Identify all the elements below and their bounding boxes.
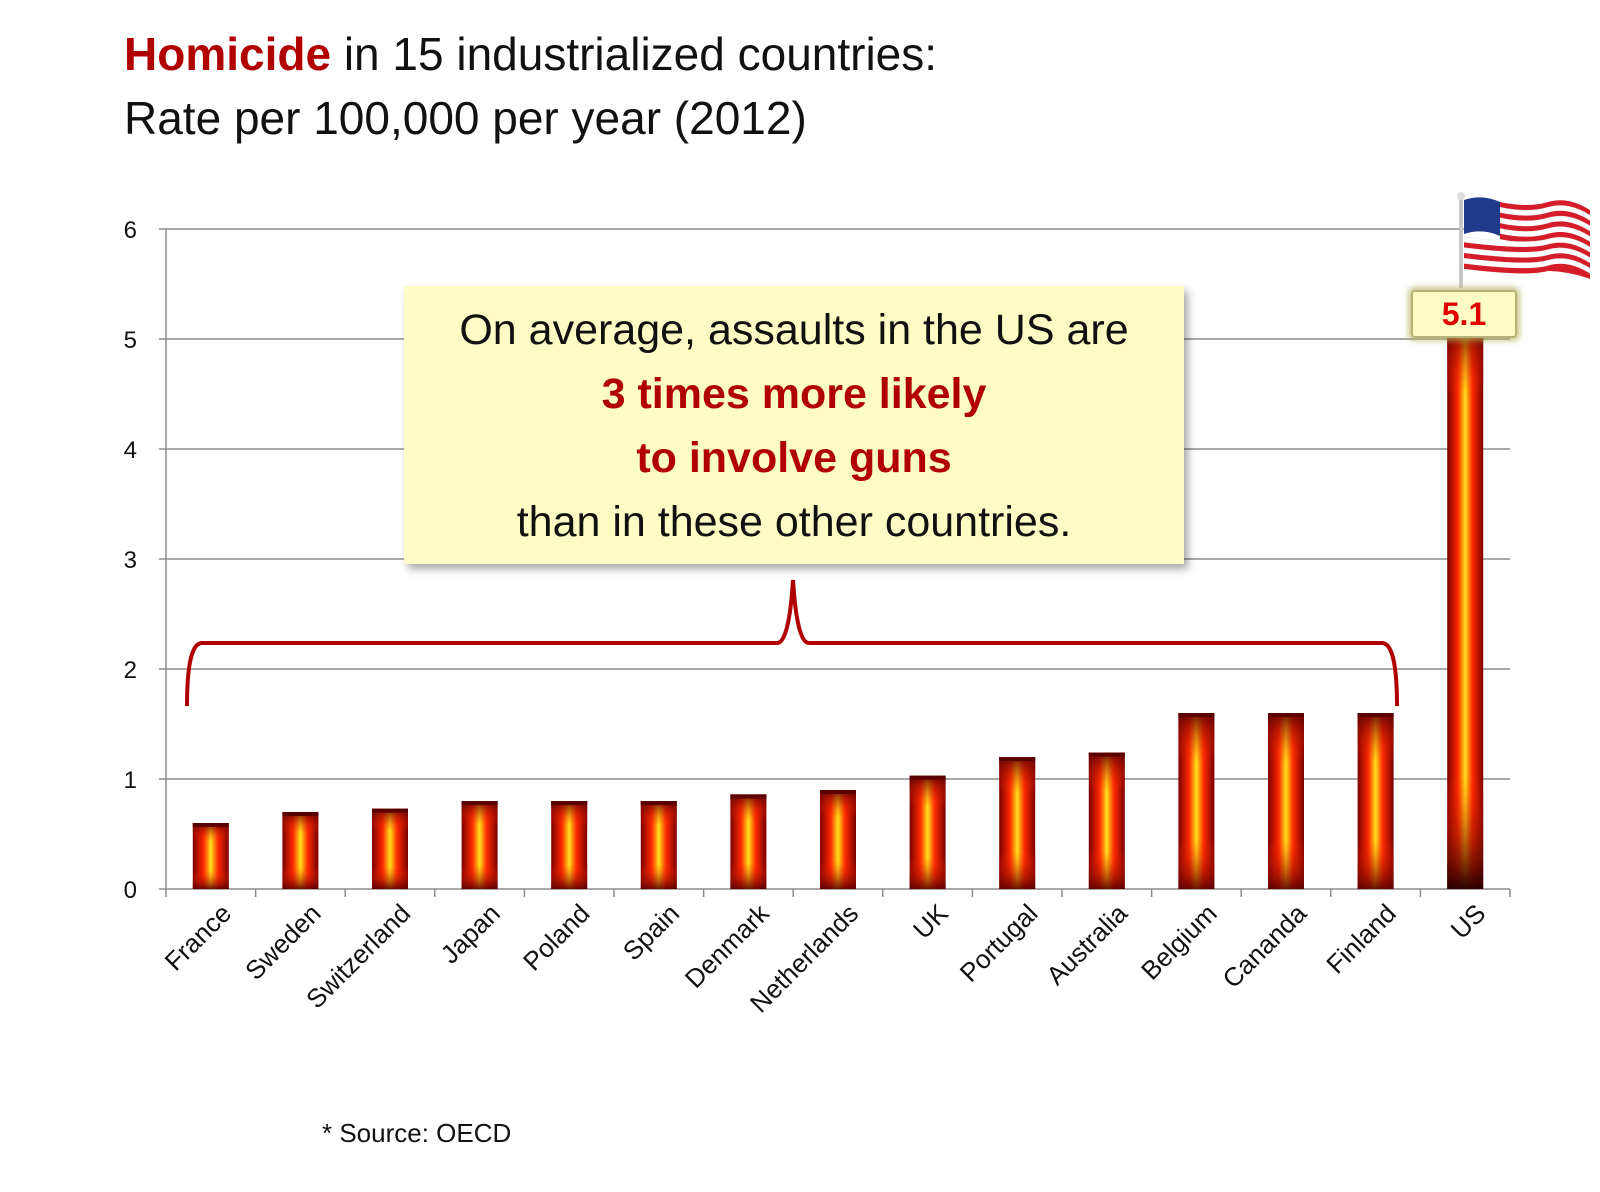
chart-title: Homicide in 15 industrialized countries:… bbox=[124, 22, 937, 150]
bar-sweden bbox=[282, 812, 319, 889]
x-tick-label: Sweden bbox=[239, 898, 327, 986]
bar-spain bbox=[640, 801, 677, 889]
bar-cap bbox=[282, 812, 319, 816]
bar-shade bbox=[1447, 328, 1484, 889]
y-tick-label: 5 bbox=[124, 327, 137, 354]
bar-switzerland bbox=[372, 808, 408, 889]
bar-finland bbox=[1357, 713, 1394, 889]
y-tick-label: 0 bbox=[124, 877, 137, 904]
bar-france bbox=[192, 823, 229, 889]
bar-shade bbox=[909, 775, 946, 889]
bar-shade bbox=[192, 823, 229, 889]
callout-line-4: than in these other countries. bbox=[516, 498, 1072, 546]
bar-shade bbox=[1268, 713, 1304, 889]
x-tick-label: US bbox=[1445, 898, 1492, 945]
bar-shade bbox=[1357, 713, 1394, 889]
x-tick-label: Poland bbox=[517, 898, 595, 976]
bar-cap bbox=[1268, 713, 1304, 717]
bracket bbox=[185, 579, 1399, 707]
bars bbox=[192, 328, 1484, 889]
bar-cap bbox=[192, 823, 229, 827]
bar-cap bbox=[461, 801, 498, 805]
bar-shade bbox=[640, 801, 677, 889]
x-tick-label: Australia bbox=[1040, 898, 1133, 991]
y-tick-label: 2 bbox=[124, 657, 137, 684]
bar-shade bbox=[551, 801, 588, 889]
y-tick-label: 3 bbox=[124, 547, 137, 574]
title-subtitle: Rate per 100,000 per year (2012) bbox=[124, 92, 807, 144]
bar-cap bbox=[1178, 713, 1215, 717]
title-highlight: Homicide bbox=[124, 28, 332, 80]
bar-cap bbox=[1357, 713, 1394, 717]
x-tick-label: Japan bbox=[435, 898, 506, 969]
title-rest: in 15 industrialized countries: bbox=[331, 28, 938, 80]
bar-cap bbox=[909, 775, 946, 780]
x-tick-label: Spain bbox=[617, 898, 685, 966]
bar-cap bbox=[551, 801, 588, 805]
bar-cap bbox=[730, 794, 767, 799]
callout-line-1: On average, assaults in the US are bbox=[459, 306, 1129, 354]
bar-shade bbox=[999, 757, 1036, 889]
bar-cap bbox=[999, 757, 1036, 761]
bar-netherlands bbox=[820, 790, 856, 889]
bar-cap bbox=[640, 801, 677, 805]
bar-canada bbox=[1268, 713, 1304, 889]
us-flag-icon bbox=[1457, 192, 1591, 288]
bar-shade bbox=[461, 801, 498, 889]
x-tick-label: UK bbox=[907, 898, 954, 945]
x-tick-label: Finland bbox=[1320, 898, 1402, 980]
bar-japan bbox=[461, 801, 498, 889]
bar-us bbox=[1447, 328, 1484, 889]
bar-cap bbox=[1088, 752, 1125, 757]
bar-uk bbox=[909, 775, 946, 889]
bar-shade bbox=[282, 812, 319, 889]
bar-denmark bbox=[730, 794, 767, 889]
bar-cap bbox=[820, 790, 856, 794]
bar-shade bbox=[820, 790, 856, 889]
x-tick-label: Portugal bbox=[954, 898, 1044, 988]
bar-shade bbox=[1178, 713, 1215, 889]
callout-line-3: to involve guns bbox=[636, 434, 952, 482]
bar-belgium bbox=[1178, 713, 1215, 889]
bar-shade bbox=[372, 808, 408, 889]
bar-cap bbox=[372, 808, 408, 813]
source-note: * Source: OECD bbox=[322, 1118, 512, 1148]
bar-australia bbox=[1088, 752, 1125, 889]
callout-box: On average, assaults in the US are 3 tim… bbox=[404, 286, 1184, 564]
x-tick-label: Belgium bbox=[1135, 898, 1223, 986]
bar-portugal bbox=[999, 757, 1036, 889]
y-tick-label: 1 bbox=[124, 767, 137, 794]
us-value-label: 5.1 bbox=[1411, 290, 1517, 338]
y-tick-label: 4 bbox=[124, 437, 137, 464]
bar-poland bbox=[551, 801, 588, 889]
y-tick-label: 6 bbox=[124, 217, 137, 244]
bar-shade bbox=[730, 794, 767, 889]
x-tick-label: Cananda bbox=[1216, 898, 1312, 994]
bar-shade bbox=[1088, 752, 1125, 889]
x-tick-label: France bbox=[159, 898, 237, 976]
callout-line-2: 3 times more likely bbox=[601, 370, 987, 418]
